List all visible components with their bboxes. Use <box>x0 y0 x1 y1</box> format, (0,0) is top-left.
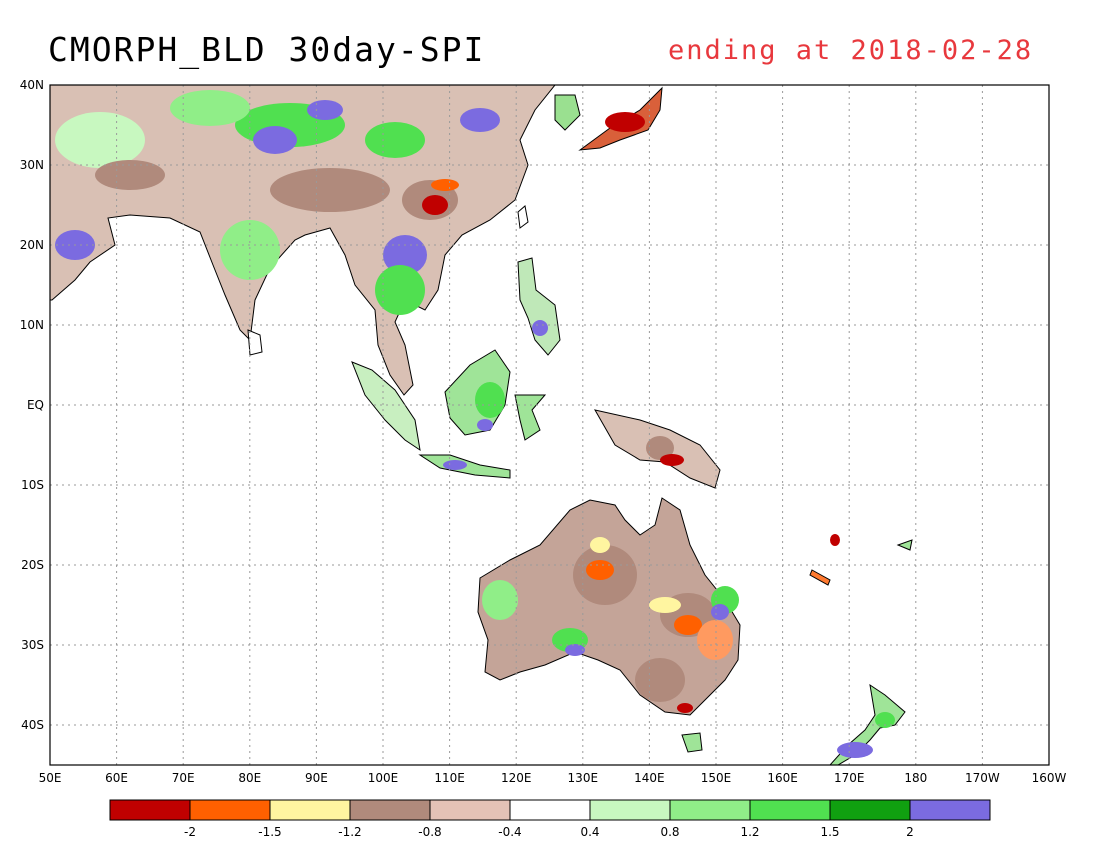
latitude-label: 30S <box>21 638 44 652</box>
legend-label: -2 <box>184 825 196 839</box>
map-frame <box>49 84 1050 766</box>
longitude-label: 180 <box>904 771 927 785</box>
map-date-subtitle: ending at 2018-02-28 <box>668 35 1034 66</box>
legend-swatch <box>429 799 511 821</box>
legend-label: -0.8 <box>418 825 441 839</box>
color-legend: -2 -1.5 -1.2 -0.8 -0.4 0.4 0.8 1.2 1.5 2 <box>109 799 991 839</box>
latitude-labels: 40N 30N 20N 10N EQ 10S 20S 30S 40S <box>20 78 44 732</box>
legend-swatch <box>509 799 591 821</box>
longitude-label: 100E <box>368 771 399 785</box>
longitude-label: 60E <box>105 771 128 785</box>
longitude-label: 170E <box>834 771 865 785</box>
latitude-label: 10S <box>21 478 44 492</box>
latitude-label: 40N <box>20 78 44 92</box>
sumatra-landmass <box>351 361 421 452</box>
longitude-label: 160E <box>767 771 798 785</box>
longitude-label: 140E <box>634 771 665 785</box>
legend-swatch <box>109 799 191 821</box>
legend-label: 2 <box>906 825 914 839</box>
longitude-label: 80E <box>238 771 261 785</box>
anomaly-patches <box>55 90 895 758</box>
legend-swatch <box>669 799 751 821</box>
australia-landmass <box>477 497 741 716</box>
land-layer <box>50 85 913 765</box>
longitude-label: 120E <box>501 771 532 785</box>
longitude-label: 170W <box>965 771 1000 785</box>
map-title: CMORPH_BLD 30day-SPI <box>48 30 486 69</box>
longitude-label: 70E <box>172 771 195 785</box>
tasmania-landmass <box>681 732 703 753</box>
latitude-label: EQ <box>27 398 44 412</box>
longitude-label: 150E <box>701 771 732 785</box>
asia-landmass <box>50 85 556 396</box>
legend-label: 1.5 <box>820 825 839 839</box>
longitude-label: 90E <box>305 771 328 785</box>
latitude-label: 40S <box>21 718 44 732</box>
legend-swatch <box>189 799 271 821</box>
legend-label: 0.4 <box>580 825 599 839</box>
legend-swatch <box>829 799 911 821</box>
new-caledonia-landmass <box>809 569 831 586</box>
legend-swatch <box>589 799 671 821</box>
gridlines <box>50 85 1049 765</box>
taiwan-landmass <box>517 205 529 229</box>
legend-swatch <box>349 799 431 821</box>
legend-label: 1.2 <box>740 825 759 839</box>
legend-swatch <box>749 799 831 821</box>
latitude-label: 30N <box>20 158 44 172</box>
korea-landmass <box>554 94 581 131</box>
philippines-landmass <box>517 257 561 356</box>
latitude-label: 20N <box>20 238 44 252</box>
latitude-label: 10N <box>20 318 44 332</box>
sulawesi-landmass <box>514 394 547 441</box>
legend-label: -0.4 <box>498 825 521 839</box>
legend-label: -1.5 <box>258 825 281 839</box>
legend-label: -1.2 <box>338 825 361 839</box>
legend-swatch <box>269 799 351 821</box>
legend-swatch <box>909 799 991 821</box>
fiji-landmass <box>896 539 913 551</box>
sri-lanka-landmass <box>247 329 263 356</box>
legend-label: 0.8 <box>660 825 679 839</box>
longitude-label: 50E <box>39 771 62 785</box>
longitude-label: 160W <box>1032 771 1067 785</box>
longitude-labels: 50E 60E 70E 80E 90E 100E 110E 120E 130E 140E 150E 1… <box>39 771 1067 785</box>
latitude-label: 20S <box>21 558 44 572</box>
longitude-label: 130E <box>568 771 599 785</box>
longitude-label: 110E <box>434 771 465 785</box>
